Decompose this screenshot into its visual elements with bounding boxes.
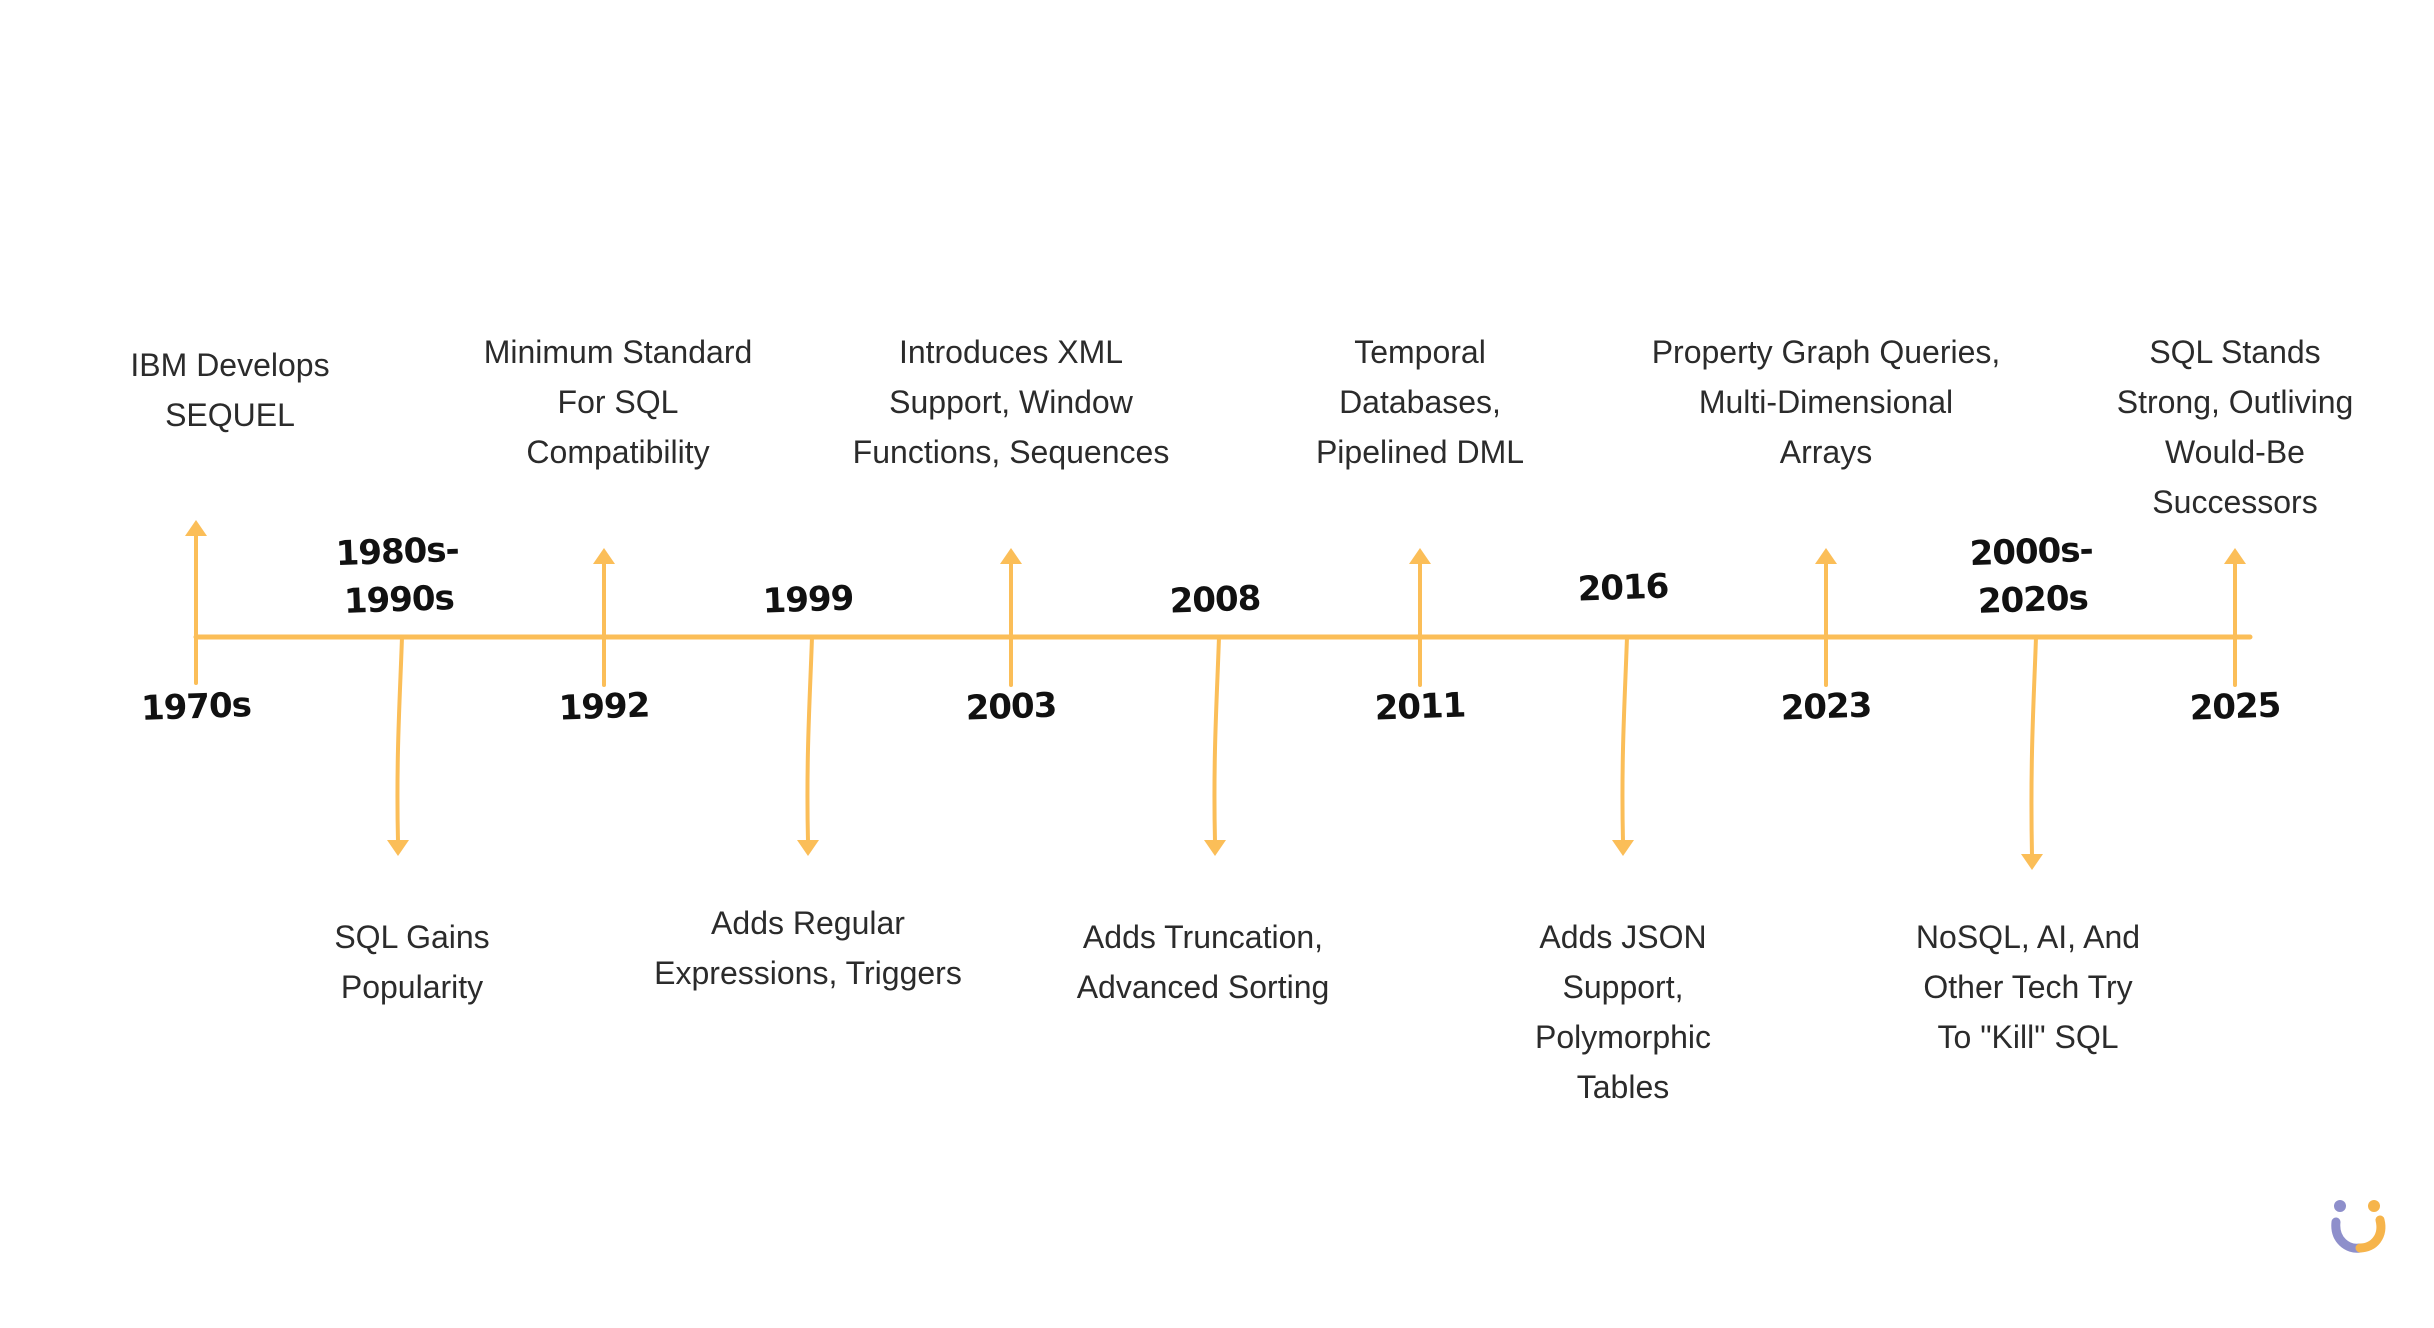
event-year-2023: 2023 (1780, 685, 1872, 729)
event-arrow-head-1980s-1990s (387, 840, 409, 856)
event-arrow-stem-2000s-2020s (2029, 635, 2038, 858)
event-arrow-stem-1980s-1990s (395, 635, 404, 844)
event-arrow-head-1992 (593, 548, 615, 564)
event-description-2008: Adds Truncation, Advanced Sorting (1076, 919, 1330, 1005)
event-arrow-head-2003 (1000, 548, 1022, 564)
event-year-2011: 2011 (1374, 685, 1466, 729)
event-arrow-head-1970s (185, 520, 207, 536)
event-description-2000s-2020s: NoSQL, AI, And Other Tech Try To "Kill" … (1915, 919, 2141, 1055)
event-year-2025: 2025 (2189, 685, 2281, 729)
event-arrow-head-1999 (797, 840, 819, 856)
event-arrow-head-2011 (1409, 548, 1431, 564)
event-description-2016: Adds JSON Support, Polymorphic Tables (1534, 919, 1712, 1105)
brand-logo-icon (2331, 1200, 2386, 1253)
event-description-2023: Property Graph Queries, Multi-Dimensiona… (1651, 334, 2001, 470)
event-year-1970s: 1970s (140, 685, 252, 729)
event-arrow-head-2008 (1204, 840, 1226, 856)
event-year-1999: 1999 (762, 578, 854, 622)
event-description-2025: SQL Stands Strong, Outliving Would-Be Su… (2116, 334, 2354, 520)
event-year-1992: 1992 (558, 685, 650, 729)
event-year-2016: 2016 (1577, 566, 1669, 610)
event-description-2003: Introduces XML Support, Window Functions… (852, 334, 1170, 470)
event-description-1992: Minimum Standard For SQL Compatibility (483, 334, 753, 470)
event-year-2000s-2020s: 2000s- 2020s (1969, 529, 2094, 622)
event-description-1970s: IBM Develops SEQUEL (130, 347, 330, 433)
event-arrow-stem-2008 (1212, 635, 1221, 844)
event-arrow-head-2000s-2020s (2021, 854, 2043, 870)
event-year-1980s-1990s: 1980s- 1990s (335, 529, 460, 622)
event-arrows (185, 520, 2246, 870)
event-arrow-stem-1999 (805, 635, 814, 844)
event-year-2008: 2008 (1169, 578, 1261, 622)
event-description-1999: Adds Regular Expressions, Triggers (654, 905, 962, 991)
event-description-2011: Temporal Databases, Pipelined DML (1315, 334, 1525, 470)
event-description-1980s-1990s: SQL Gains Popularity (334, 919, 490, 1005)
event-arrow-stem-2016 (1620, 635, 1629, 844)
event-arrow-head-2023 (1815, 548, 1837, 564)
event-year-2003: 2003 (965, 685, 1057, 729)
event-arrow-head-2025 (2224, 548, 2246, 564)
event-arrow-head-2016 (1612, 840, 1634, 856)
